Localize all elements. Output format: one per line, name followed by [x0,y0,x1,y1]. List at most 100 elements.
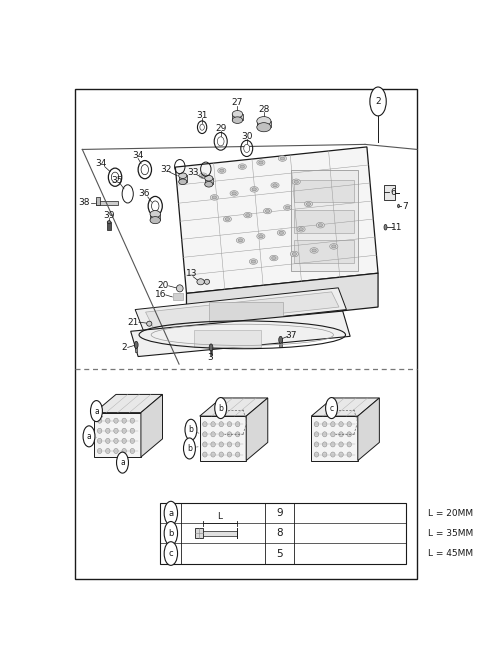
Ellipse shape [397,204,399,208]
Polygon shape [200,416,246,461]
Ellipse shape [130,438,134,443]
Bar [210,347,212,355]
Ellipse shape [323,422,327,427]
Ellipse shape [331,422,335,427]
Ellipse shape [271,182,279,188]
Text: b: b [168,529,174,538]
Ellipse shape [312,249,316,252]
Ellipse shape [204,175,213,181]
Ellipse shape [314,432,319,437]
Ellipse shape [264,209,272,214]
Ellipse shape [107,220,111,224]
Ellipse shape [257,234,265,239]
Text: 20: 20 [158,281,169,291]
Ellipse shape [257,123,271,132]
Ellipse shape [179,179,187,184]
Ellipse shape [238,164,246,169]
Polygon shape [200,398,268,416]
Ellipse shape [292,179,300,184]
Ellipse shape [314,442,319,447]
Text: 29: 29 [215,124,227,133]
Ellipse shape [235,452,240,457]
Ellipse shape [284,205,292,211]
Text: L = 35MM: L = 35MM [428,529,473,538]
Ellipse shape [203,452,207,457]
Text: 32: 32 [161,165,172,174]
Ellipse shape [230,191,238,196]
Ellipse shape [122,418,126,423]
Ellipse shape [223,216,231,222]
Ellipse shape [257,160,265,165]
Ellipse shape [227,442,232,447]
Text: 38: 38 [78,199,89,207]
Ellipse shape [331,442,335,447]
Polygon shape [384,185,395,200]
Bar [173,293,183,300]
Ellipse shape [339,422,343,427]
Polygon shape [95,394,163,413]
Bar [194,330,261,348]
Bar [204,178,213,184]
Ellipse shape [211,442,216,447]
Polygon shape [358,398,379,461]
Text: 7: 7 [402,201,408,211]
Ellipse shape [97,428,102,434]
Text: 30: 30 [241,132,252,141]
Bar [107,222,111,230]
Ellipse shape [227,452,232,457]
Ellipse shape [314,422,319,427]
Ellipse shape [122,449,126,453]
Polygon shape [135,288,347,331]
Text: 11: 11 [391,223,403,232]
Ellipse shape [147,321,152,326]
Text: 2: 2 [375,97,381,106]
Ellipse shape [106,428,110,434]
Text: 34: 34 [132,151,144,160]
Text: b: b [187,444,192,453]
Ellipse shape [200,124,204,131]
Ellipse shape [152,201,159,211]
Ellipse shape [297,226,305,232]
Bar [179,175,187,182]
Bar [96,201,118,205]
Ellipse shape [347,452,351,457]
Ellipse shape [236,237,244,243]
Ellipse shape [212,196,216,199]
Ellipse shape [111,172,119,182]
Text: b: b [218,403,223,413]
Ellipse shape [347,422,351,427]
Ellipse shape [277,230,286,236]
Ellipse shape [323,442,327,447]
Ellipse shape [114,449,118,453]
Bar [294,240,354,263]
Ellipse shape [316,222,324,228]
Ellipse shape [278,155,287,161]
Ellipse shape [97,449,102,453]
Bar [232,113,243,120]
Ellipse shape [257,117,271,126]
Polygon shape [131,311,350,357]
Text: 31: 31 [196,111,208,119]
Ellipse shape [211,452,216,457]
Text: 36: 36 [138,190,150,198]
Ellipse shape [114,428,118,434]
Text: b: b [189,425,193,434]
Ellipse shape [304,201,312,207]
Text: 28: 28 [258,104,270,113]
Ellipse shape [235,442,240,447]
Bar [160,503,406,564]
Ellipse shape [270,255,278,261]
Ellipse shape [150,216,160,224]
Ellipse shape [249,259,258,264]
Text: 3: 3 [207,353,213,362]
Ellipse shape [299,228,303,231]
Ellipse shape [210,195,218,200]
Ellipse shape [215,398,227,419]
Text: a: a [168,508,173,518]
Text: 6: 6 [390,188,396,197]
Ellipse shape [240,165,244,168]
Ellipse shape [197,279,204,285]
Ellipse shape [339,432,343,437]
Ellipse shape [211,432,216,437]
Ellipse shape [251,260,256,263]
